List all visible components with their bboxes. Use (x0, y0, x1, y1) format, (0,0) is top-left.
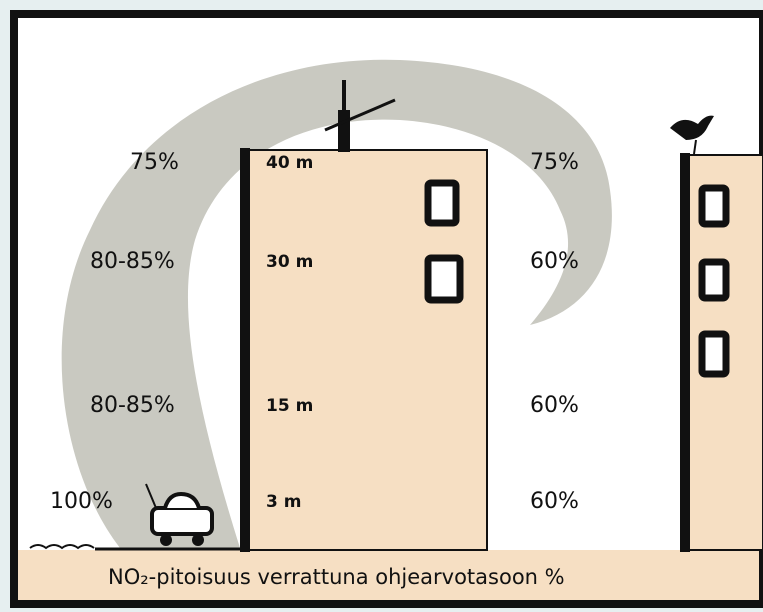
height-label: 30 m (266, 252, 313, 272)
height-label: 15 m (266, 396, 313, 416)
car (150, 506, 214, 536)
caption: NO₂-pitoisuus verrattuna ohjearvotasoon … (108, 565, 565, 589)
antenna-mast (338, 110, 350, 152)
ground (18, 550, 759, 600)
window (698, 330, 730, 378)
right-level: 60% (530, 489, 579, 514)
right-level: 60% (530, 249, 579, 274)
left-level: 80-85% (90, 393, 175, 418)
car-roof (163, 491, 201, 509)
left-level: 80-85% (90, 249, 175, 274)
height-label: 3 m (266, 492, 301, 512)
left-level: 75% (130, 150, 179, 175)
labels: 75% 80-85% 80-85% 100% 40 m 30 m 15 m 3 m 75% 60%… (50, 150, 579, 514)
antenna (324, 98, 396, 132)
window (424, 254, 464, 304)
right-level: 60% (530, 393, 579, 418)
bird-leg (693, 139, 697, 155)
window (698, 258, 730, 302)
window (698, 184, 730, 228)
building-edge (680, 153, 690, 552)
car-antenna (145, 483, 157, 509)
building-edge (240, 148, 250, 552)
height-label: 40 m (266, 153, 313, 173)
smoke-plume (61, 59, 612, 548)
left-level: 100% (50, 489, 113, 514)
window (424, 179, 460, 227)
right-level: 75% (530, 150, 579, 175)
bird (670, 115, 714, 140)
wheel (160, 534, 172, 546)
wheel (192, 534, 204, 546)
grass (29, 544, 95, 550)
